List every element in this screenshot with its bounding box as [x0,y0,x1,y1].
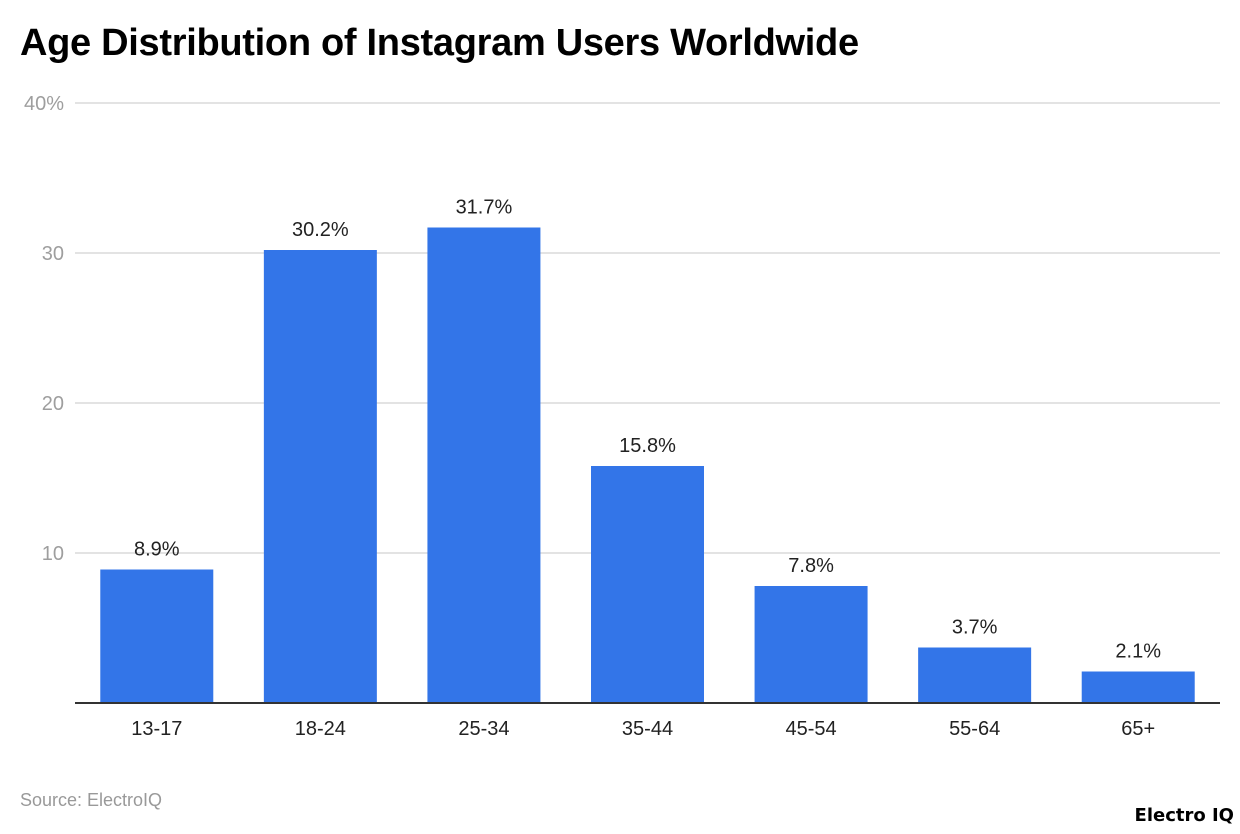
data-label: 30.2% [292,219,349,241]
x-tick-label: 18-24 [295,718,346,740]
y-tick-label: 40% [24,93,64,115]
x-tick-label: 25-34 [458,718,509,740]
y-tick-label: 20 [42,393,64,415]
y-tick-label: 30 [42,243,64,265]
data-label: 7.8% [788,555,834,577]
source-note: Source: ElectroIQ [20,790,163,810]
data-label: 3.7% [952,617,998,639]
bar [427,227,541,703]
bar [1081,671,1195,703]
data-label: 8.9% [134,539,180,561]
x-tick-label: 35-44 [622,718,673,740]
data-label: 31.7% [456,197,513,219]
chart-title: Age Distribution of Instagram Users Worl… [20,22,859,64]
bar [754,586,868,703]
x-tick-label: 45-54 [785,718,836,740]
data-label: 15.8% [619,435,676,457]
brand-logo: Electro IQ [1134,805,1234,826]
bar [263,250,377,703]
bar [100,569,214,703]
bar [591,466,704,703]
x-tick-label: 13-17 [131,718,182,740]
x-tick-label: 65+ [1121,718,1155,740]
y-tick-label: 10 [42,543,64,565]
data-label: 2.1% [1115,641,1161,663]
bar [918,647,1032,703]
x-tick-label: 55-64 [949,718,1000,740]
